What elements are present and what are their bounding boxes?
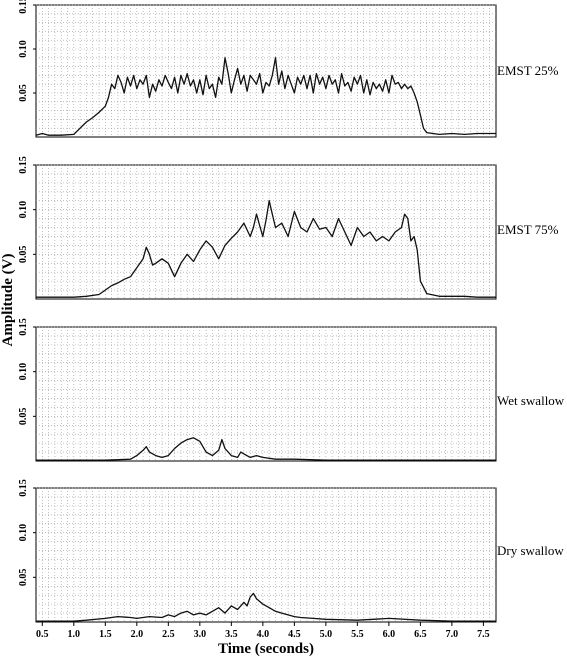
y-tick-label: 0.05 — [18, 246, 29, 263]
panel-label: Dry swallow — [497, 543, 564, 558]
y-tick-label: 0.10 — [18, 201, 29, 219]
y-tick-label: 0.10 — [18, 40, 29, 58]
plot-frame — [35, 487, 497, 623]
x-tick-label: 6.5 — [414, 629, 427, 640]
y-axis-title: Amplitude (V) — [0, 254, 16, 347]
x-tick-label: 4.5 — [288, 629, 301, 640]
plot-frame — [35, 164, 497, 300]
x-tick-label: 7.0 — [446, 629, 459, 640]
panel-label: Wet swallow — [497, 393, 565, 408]
y-tick-label: 0.10 — [18, 363, 29, 381]
x-tick-label: 7.5 — [477, 629, 490, 640]
y-tick-label: 0.15 — [18, 318, 29, 336]
x-tick-label: 1.0 — [68, 629, 81, 640]
y-tick-label: 0.15 — [18, 0, 29, 14]
x-tick-label: 0.5 — [36, 629, 49, 640]
y-tick-label: 0.10 — [18, 524, 29, 542]
x-tick-label: 6.0 — [383, 629, 396, 640]
panel-label: EMST 75% — [497, 222, 559, 237]
x-tick-label: 3.0 — [194, 629, 207, 640]
y-tick-label: 0.15 — [18, 156, 29, 174]
panel-label: EMST 25% — [497, 63, 559, 78]
series-line-0 — [35, 57, 496, 136]
y-tick-label: 0.05 — [18, 84, 29, 102]
x-axis-title: Time (seconds) — [218, 641, 314, 657]
series-line-1 — [36, 200, 496, 298]
plot-frame — [35, 326, 497, 462]
x-tick-label: 3.5 — [225, 629, 238, 640]
series-line-2 — [36, 437, 496, 461]
y-tick-label: 0.05 — [18, 408, 29, 426]
x-tick-label: 2.0 — [131, 629, 144, 640]
x-tick-label: 5.5 — [351, 629, 364, 640]
y-tick-label: 0.05 — [18, 569, 29, 587]
x-tick-label: 5.0 — [320, 629, 333, 640]
plot-frame — [35, 4, 497, 138]
x-tick-label: 2.5 — [162, 629, 175, 640]
y-tick-label: 0.15 — [18, 479, 29, 497]
x-tick-label: 1.5 — [99, 629, 112, 640]
series-line-3 — [36, 592, 496, 622]
x-tick-label: 4.0 — [257, 629, 270, 640]
